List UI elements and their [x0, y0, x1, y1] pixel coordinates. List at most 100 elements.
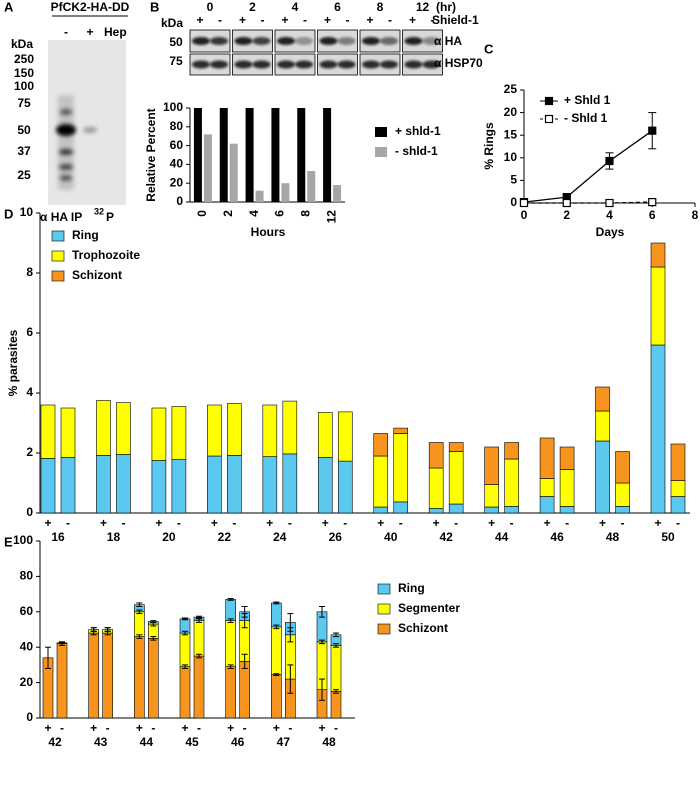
- legend-swatch: [375, 127, 387, 137]
- bar-segment: [393, 433, 409, 503]
- x-tick-label: +: [266, 516, 273, 530]
- panel-label: D: [4, 206, 13, 221]
- blot-band: [380, 37, 398, 45]
- x-tick-label: +: [227, 721, 234, 735]
- x-tick-label: +: [599, 516, 606, 530]
- bar-segment: [116, 454, 131, 514]
- bar-segment: [88, 632, 99, 719]
- group-label: 48: [606, 530, 620, 544]
- x-tick-label: -: [399, 516, 403, 530]
- bar-segment: [225, 666, 236, 719]
- bar-segment: [271, 674, 282, 719]
- error-bar: [241, 653, 248, 669]
- y-tick-label: 100: [163, 100, 183, 114]
- antibody-label: α HSP70: [434, 56, 483, 70]
- bar-segment: [539, 478, 555, 497]
- legend-label: Ring: [72, 228, 99, 242]
- gel-caption: α HA IP: [40, 210, 82, 224]
- bar-segment: [615, 506, 630, 514]
- error-bar: [227, 664, 234, 669]
- x-tick-label: +: [44, 516, 51, 530]
- legend-swatch: [377, 623, 391, 635]
- x-tick-label: +: [136, 721, 143, 735]
- blot-band: [362, 60, 380, 69]
- legend-label: - shld-1: [395, 144, 438, 158]
- y-tick-label: 10: [20, 205, 34, 219]
- bar-segment: [615, 451, 630, 484]
- bar-segment: [282, 400, 298, 455]
- treatment-sign: +: [366, 13, 373, 27]
- y-tick-label: 80: [20, 569, 34, 583]
- bar: [281, 183, 290, 202]
- bar-segment: [448, 442, 464, 452]
- error-bar: [333, 632, 339, 638]
- bar-segment: [134, 636, 145, 719]
- bar: [323, 108, 332, 202]
- bar-segment: [559, 469, 575, 507]
- timepoint-label: 12: [416, 0, 430, 14]
- y-tick-label: 100: [13, 533, 33, 547]
- bar-segment: [193, 655, 205, 719]
- bar-segment: [337, 411, 353, 462]
- x-tick-label: -: [334, 721, 338, 735]
- y-tick-label: 20: [170, 175, 184, 189]
- marker-label: 75: [17, 96, 31, 110]
- x-tick-label: -: [288, 721, 292, 735]
- x-tick-label: +: [273, 721, 280, 735]
- x-tick-label: 0: [195, 210, 209, 217]
- y-tick-label: 20: [504, 105, 518, 119]
- error-bar: [136, 609, 143, 615]
- blot-band: [404, 37, 423, 45]
- marker: [605, 198, 614, 208]
- bar-segment: [282, 453, 298, 514]
- blot-band: [337, 37, 356, 45]
- legend-label: Segmenter: [398, 601, 460, 615]
- bar-segment: [102, 632, 113, 719]
- blot-band: [277, 37, 295, 45]
- bar-segment: [271, 626, 282, 675]
- group-label: 18: [107, 530, 121, 544]
- bar-segment: [56, 643, 68, 719]
- bar-segment: [504, 442, 519, 460]
- treatment-sign: -: [388, 13, 392, 27]
- y-tick-label: 20: [20, 675, 34, 689]
- bar-segment: [484, 506, 499, 514]
- x-tick-label: -: [197, 721, 201, 735]
- legend-label: Schizont: [398, 621, 448, 635]
- bar-segment: [670, 443, 686, 481]
- panel-label: C: [484, 41, 494, 56]
- group-label: 45: [185, 735, 199, 749]
- marker: [648, 197, 657, 207]
- error-bar: [333, 643, 339, 648]
- gel-title: PfCK2-HA-DD: [51, 0, 130, 14]
- bar-segment: [179, 632, 191, 667]
- bar-segment: [670, 496, 686, 514]
- bar-segment: [428, 467, 444, 509]
- y-tick-label: 15: [504, 127, 518, 141]
- group-label: 16: [51, 530, 65, 544]
- group-label: 47: [277, 735, 291, 749]
- x-tick-label: -: [66, 516, 70, 530]
- treatment-sign: +: [196, 13, 203, 27]
- gel-bands: [56, 95, 97, 190]
- blot-band: [252, 60, 271, 69]
- western-blot: 0+ -2+ -4+ -6+ -8+ -12+ -(hr)Shield-1kDa5075α …: [161, 0, 483, 76]
- bar-segment: [330, 691, 342, 719]
- error-bar: [182, 664, 188, 669]
- x-tick-label: +: [654, 516, 661, 530]
- bar-segment: [393, 427, 409, 434]
- y-tick-label: 80: [170, 119, 184, 133]
- treatment-label: Shield-1: [432, 13, 479, 27]
- antibody-label: α HA: [434, 34, 462, 48]
- bar-segment: [193, 620, 205, 657]
- x-axis-label: Hours: [251, 225, 286, 239]
- unit-label: kDa: [11, 37, 33, 51]
- bar-segment: [40, 458, 56, 514]
- bar-segment: [317, 412, 333, 458]
- bar-segment: [559, 446, 575, 470]
- error-bar: [333, 689, 339, 694]
- bar: [203, 134, 212, 202]
- bar-segment: [373, 455, 389, 508]
- legend-label: + Shld 1: [564, 93, 611, 107]
